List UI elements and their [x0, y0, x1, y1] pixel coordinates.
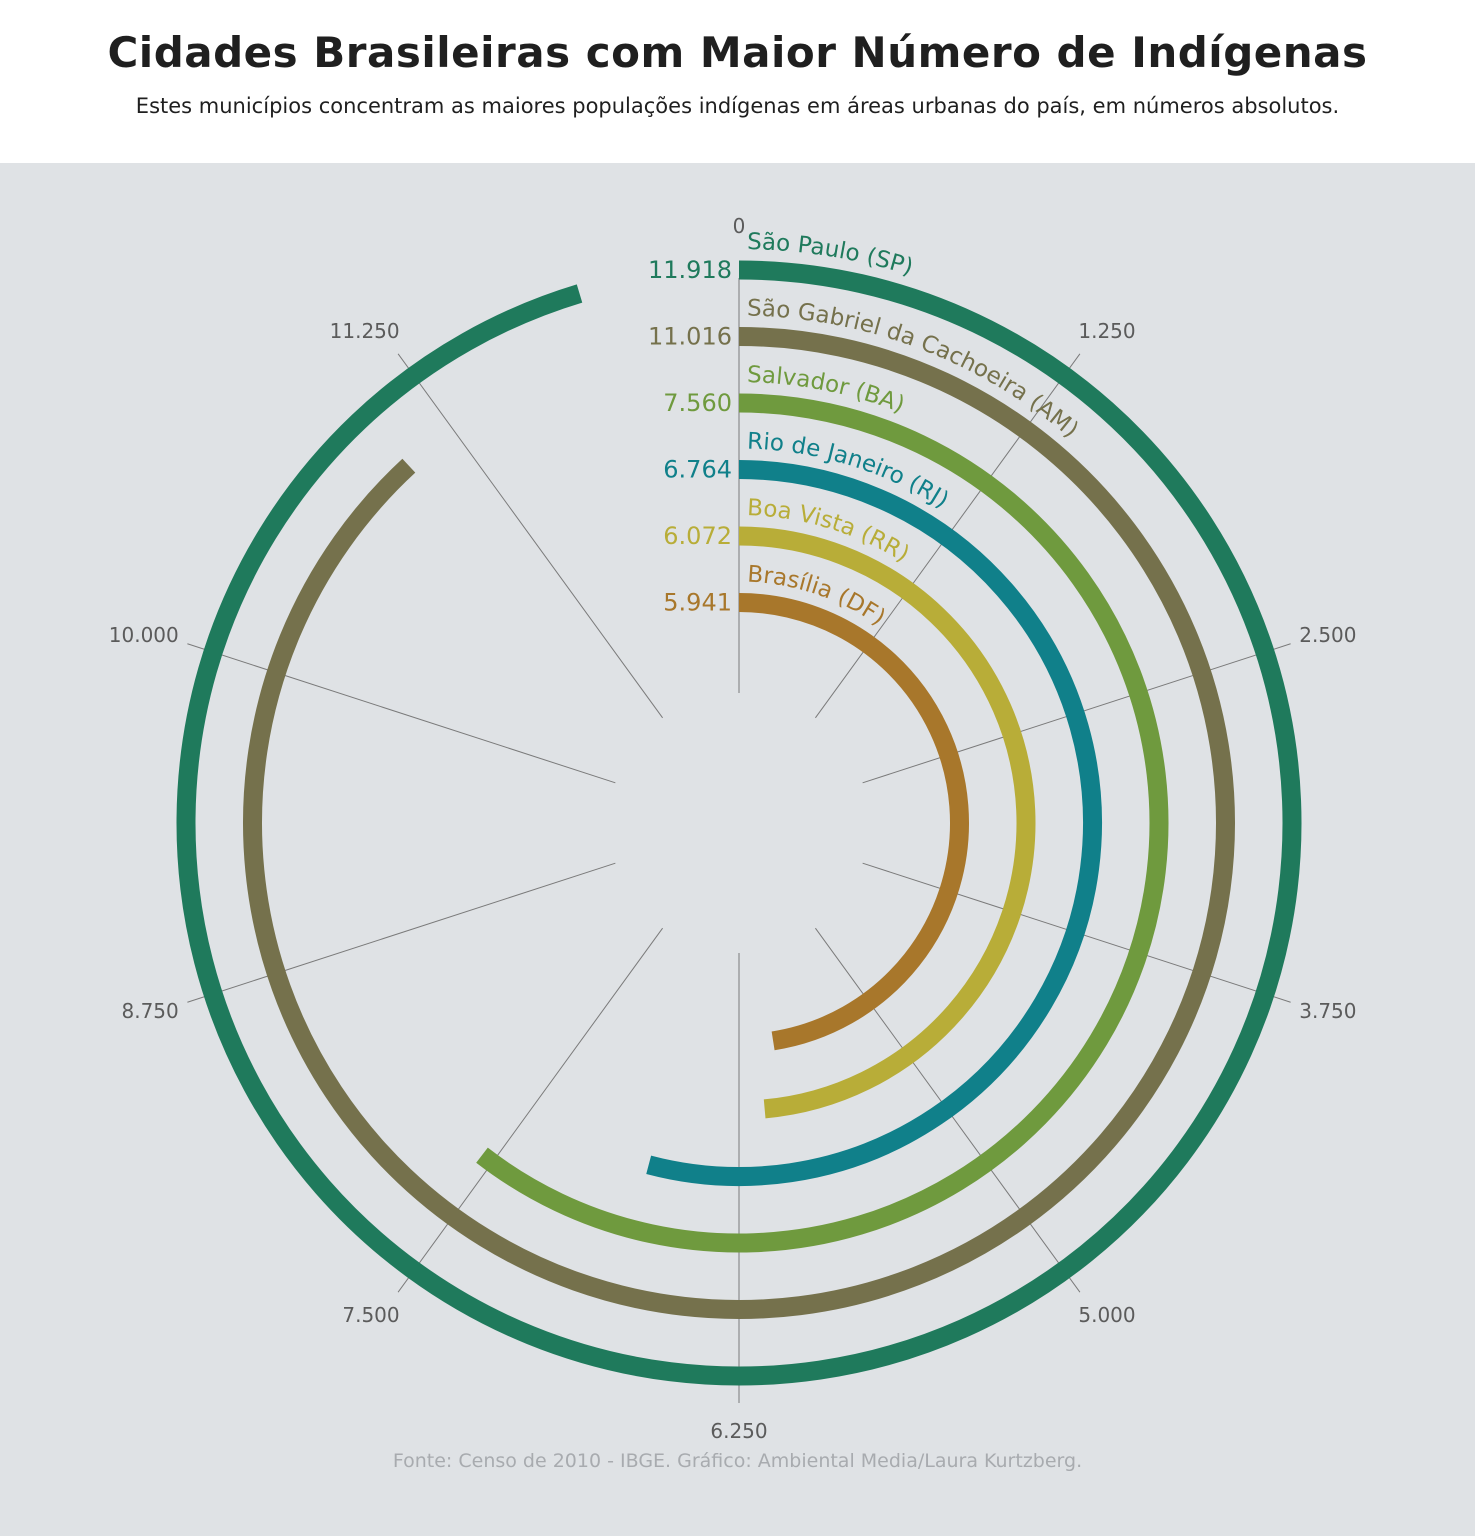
bar-arc	[738, 526, 1036, 1119]
value-label: 11.016	[648, 323, 732, 351]
tick-label: 11.250	[330, 319, 400, 343]
bar-arc	[176, 260, 1302, 1386]
tick-label: 8.750	[121, 999, 178, 1023]
chart-subtitle: Estes municípios concentram as maiores p…	[135, 94, 1340, 118]
gridline	[397, 927, 663, 1293]
bar-arc	[243, 327, 1235, 1319]
value-label: 7.560	[663, 389, 732, 417]
chart-title: Cidades Brasileiras com Maior Número de …	[107, 28, 1368, 77]
bar-arc	[476, 393, 1169, 1253]
tick-label: 2.500	[1299, 623, 1356, 647]
gridline	[187, 862, 616, 1003]
tick-label: 1.250	[1078, 319, 1135, 343]
tick-label: 7.500	[342, 1303, 399, 1327]
gridline	[397, 353, 663, 719]
radial-bar-chart: 0 1.250 2.500 3.750 5.000 6.250 7.500 8.750 10.0…	[109, 214, 1357, 1443]
value-label: 5.941	[663, 589, 732, 617]
tick-label: 0	[733, 214, 746, 238]
value-label: 6.072	[663, 522, 732, 550]
tick-label: 6.250	[710, 1419, 767, 1443]
value-label: 11.918	[648, 256, 732, 284]
bar-arc	[738, 593, 969, 1051]
tick-label: 10.000	[109, 623, 179, 647]
chart-panel: 0 1.250 2.500 3.750 5.000 6.250 7.500 8.750 10.0…	[0, 163, 1475, 1536]
source-note: Fonte: Censo de 2010 - IBGE. Gráfico: Am…	[392, 1450, 1083, 1472]
tick-label: 3.750	[1299, 999, 1356, 1023]
chart-header: Cidades Brasileiras com Maior Número de …	[0, 0, 1475, 163]
gridline	[187, 643, 616, 784]
tick-label: 5.000	[1078, 1303, 1135, 1327]
bar-arc	[646, 460, 1102, 1186]
value-label: 6.764	[663, 456, 732, 484]
